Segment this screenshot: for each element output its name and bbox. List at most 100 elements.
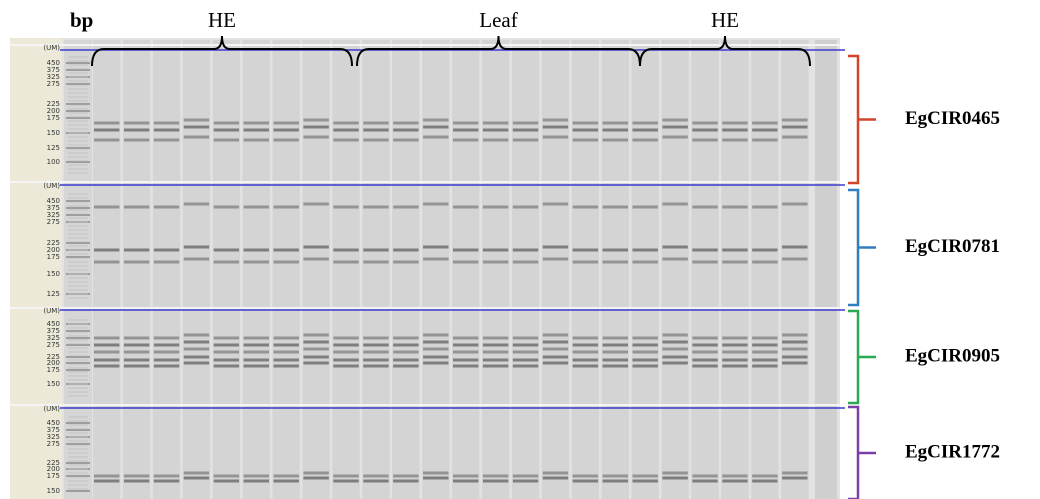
band <box>572 336 599 340</box>
band <box>752 479 778 483</box>
band <box>662 202 688 206</box>
band <box>482 128 509 132</box>
band <box>722 364 748 368</box>
band <box>273 205 299 209</box>
ladder-label: 450 <box>47 197 60 205</box>
ladder-label: 125 <box>47 144 60 152</box>
band <box>123 205 150 209</box>
band <box>363 343 389 347</box>
band <box>94 128 120 132</box>
band <box>692 260 718 264</box>
band <box>542 245 569 249</box>
band <box>213 364 240 368</box>
band <box>333 260 359 264</box>
band <box>542 333 569 337</box>
band <box>453 343 479 347</box>
band <box>393 205 419 209</box>
band <box>482 358 509 362</box>
ladder-label: (UM) <box>43 405 60 413</box>
band <box>482 260 509 264</box>
band <box>512 336 539 340</box>
band <box>602 336 628 340</box>
band <box>602 364 628 368</box>
band <box>662 333 688 337</box>
band <box>213 358 240 362</box>
band <box>153 128 180 132</box>
band <box>393 474 419 478</box>
band <box>692 364 718 368</box>
band <box>572 350 599 354</box>
ladder-label: 175 <box>47 114 60 122</box>
ladder-label: 325 <box>47 73 60 81</box>
band <box>273 248 299 252</box>
lane <box>152 40 181 499</box>
ladder-label: 275 <box>47 218 60 226</box>
band <box>213 121 240 125</box>
band <box>423 245 449 249</box>
band <box>752 343 778 347</box>
band <box>482 336 509 340</box>
band <box>94 364 120 368</box>
band <box>662 118 688 122</box>
band <box>662 125 688 129</box>
band <box>632 205 658 209</box>
band <box>333 350 359 354</box>
ladder-label: 225 <box>47 239 60 247</box>
band <box>273 336 299 340</box>
band <box>602 248 628 252</box>
band <box>752 358 778 362</box>
band <box>213 336 240 340</box>
band <box>363 128 389 132</box>
band <box>363 205 389 209</box>
band <box>243 358 269 362</box>
ladder-label: 375 <box>47 426 60 434</box>
band <box>153 121 180 125</box>
band <box>512 205 539 209</box>
marker-label: EgCIR0905 <box>905 345 1000 366</box>
band <box>482 138 509 142</box>
band <box>423 333 449 337</box>
band <box>333 358 359 362</box>
band <box>782 333 808 337</box>
band <box>512 479 539 483</box>
band <box>782 355 808 359</box>
band <box>453 121 479 125</box>
group-brace <box>91 35 353 67</box>
group-label: HE <box>711 8 739 32</box>
lane <box>661 40 689 499</box>
band <box>512 350 539 354</box>
blank-lane <box>815 40 837 499</box>
band <box>393 479 419 483</box>
band <box>393 350 419 354</box>
band <box>303 118 329 122</box>
band <box>453 358 479 362</box>
band <box>183 347 210 351</box>
band <box>123 121 150 125</box>
band <box>482 343 509 347</box>
band <box>453 350 479 354</box>
band <box>94 474 120 478</box>
band <box>273 350 299 354</box>
band <box>273 260 299 264</box>
ladder-label: 100 <box>47 158 60 166</box>
band <box>123 138 150 142</box>
band <box>363 121 389 125</box>
ladder-label: 325 <box>47 211 60 219</box>
band <box>632 479 658 483</box>
band <box>273 128 299 132</box>
band <box>393 138 419 142</box>
band <box>482 121 509 125</box>
band <box>393 343 419 347</box>
band <box>243 479 269 483</box>
band <box>632 474 658 478</box>
band <box>782 202 808 206</box>
band <box>453 474 479 478</box>
band <box>213 474 240 478</box>
band <box>94 248 120 252</box>
band <box>782 118 808 122</box>
band <box>153 350 180 354</box>
band <box>453 248 479 252</box>
band <box>393 336 419 340</box>
band <box>782 476 808 480</box>
band <box>542 135 569 139</box>
